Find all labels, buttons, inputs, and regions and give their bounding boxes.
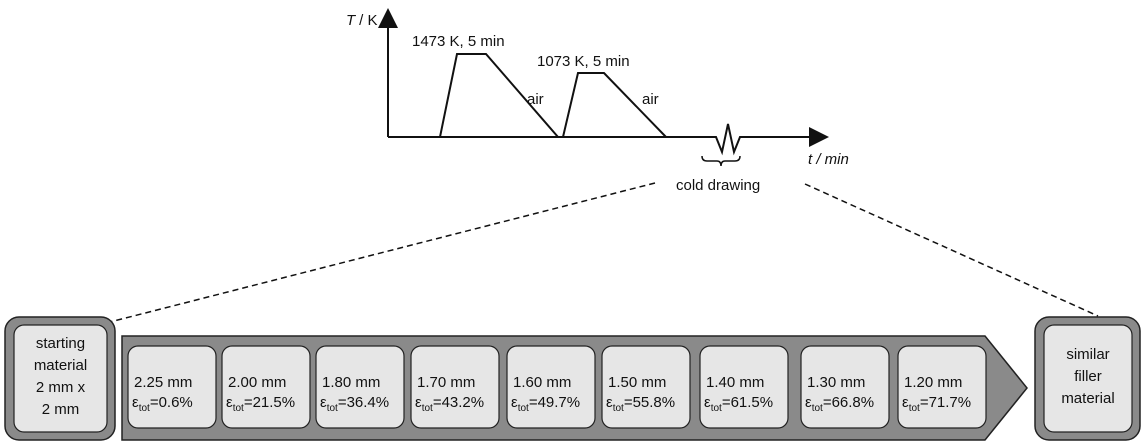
x-axis-label: t / min [808,151,849,168]
strain-value: =36.4% [338,394,389,411]
box-text: material [34,357,87,374]
step-box [127,345,217,429]
step-box [601,345,691,429]
strain-subscript: tot [711,403,722,414]
cooling-label: air [527,91,544,108]
box-text: similar [1066,346,1109,363]
break-label: cold drawing [676,177,760,194]
y-axis-label: T / K [346,12,378,29]
step-strain: εtot=43.2% [415,394,484,414]
step-strain: εtot=66.8% [805,394,874,414]
strain-symbol: ε [902,394,909,411]
annealing-profile [439,53,559,138]
dashed-line [54,182,656,337]
step-box [699,345,789,429]
strain-symbol: ε [132,394,139,411]
box-text: starting [36,335,85,352]
step-diameter: 1.40 mm [706,374,764,391]
step-strain: εtot=0.6% [132,394,193,414]
step-strain: εtot=49.7% [511,394,580,414]
strain-subscript: tot [327,403,338,414]
step-diameter: 2.25 mm [134,374,192,391]
step-strain: εtot=55.8% [606,394,675,414]
step-diameter: 1.60 mm [513,374,571,391]
step-strain: εtot=71.7% [902,394,971,414]
step-diameter: 1.80 mm [322,374,380,391]
strain-subscript: tot [139,403,150,414]
strain-subscript: tot [518,403,529,414]
strain-symbol: ε [320,394,327,411]
step-strain: εtot=36.4% [320,394,389,414]
step-diameter: 1.50 mm [608,374,666,391]
strain-symbol: ε [226,394,233,411]
cooling-label: air [642,91,659,108]
strain-value: =61.5% [722,394,773,411]
step-box [800,345,890,429]
x-axis [388,123,829,156]
box-text: 2 mm x [36,379,86,396]
step-box [410,345,500,429]
dashed-line [804,183,1099,317]
step-diameter: 1.20 mm [904,374,962,391]
strain-value: =0.6% [150,394,193,411]
box-text: material [1061,390,1114,407]
annealing-label: 1473 K, 5 min [412,33,505,50]
strain-subscript: tot [422,403,433,414]
strain-value: =21.5% [244,394,295,411]
strain-value: =71.7% [920,394,971,411]
strain-symbol: ε [805,394,812,411]
box-text: 2 mm [42,401,80,418]
step-box [897,345,987,429]
strain-subscript: tot [233,403,244,414]
start-inner [13,324,108,433]
step-diameter: 1.70 mm [417,374,475,391]
annealing-profile [562,72,667,138]
step-diameter: 1.30 mm [807,374,865,391]
strain-symbol: ε [606,394,613,411]
strain-symbol: ε [704,394,711,411]
step-strain: εtot=61.5% [704,394,773,414]
strain-subscript: tot [909,403,920,414]
y-unit: / K [359,12,377,29]
end-inner [1043,324,1133,433]
y-variable: T [346,12,357,29]
step-diameter: 2.00 mm [228,374,286,391]
temperature-graph: T / K 1473 K, 5 min 1073 K, 5 min air air… [346,8,849,194]
strain-value: =49.7% [529,394,580,411]
step-box [221,345,311,429]
box-text: filler [1074,368,1102,385]
step-box [315,345,405,429]
strain-value: =55.8% [624,394,675,411]
strain-symbol: ε [511,394,518,411]
strain-symbol: ε [415,394,422,411]
brace [701,155,741,167]
strain-subscript: tot [613,403,624,414]
annealing-label: 1073 K, 5 min [537,53,630,70]
strain-value: =66.8% [823,394,874,411]
strain-subscript: tot [812,403,823,414]
step-strain: εtot=21.5% [226,394,295,414]
strain-value: =43.2% [433,394,484,411]
step-box [506,345,596,429]
